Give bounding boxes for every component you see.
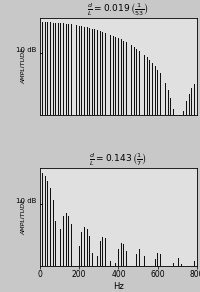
Bar: [160, 74, 161, 115]
Bar: [42, 173, 43, 266]
Bar: [165, 83, 166, 115]
Bar: [66, 213, 67, 266]
Bar: [63, 216, 64, 266]
Bar: [191, 88, 192, 115]
Bar: [87, 27, 88, 115]
Y-axis label: AMPLITUDE: AMPLITUDE: [21, 199, 26, 235]
Bar: [76, 25, 77, 115]
Bar: [126, 42, 127, 115]
Bar: [105, 238, 106, 266]
Bar: [50, 22, 51, 115]
Text: 10 dB: 10 dB: [16, 198, 37, 204]
Bar: [147, 58, 148, 115]
Bar: [68, 24, 69, 115]
Bar: [53, 200, 54, 266]
Bar: [118, 38, 119, 115]
Bar: [181, 264, 182, 266]
Bar: [53, 22, 54, 115]
Bar: [47, 22, 48, 115]
Bar: [118, 248, 119, 266]
Bar: [149, 60, 150, 115]
Bar: [168, 90, 169, 115]
Bar: [136, 254, 137, 266]
Title: $\frac{d}{L} = 0.143\,\left(\frac{1}{7}\right)$: $\frac{d}{L} = 0.143\,\left(\frac{1}{7}\…: [89, 152, 148, 168]
Bar: [97, 30, 98, 115]
Bar: [89, 28, 90, 115]
Bar: [121, 39, 122, 115]
Bar: [123, 244, 124, 266]
Bar: [194, 261, 195, 266]
Bar: [100, 241, 101, 266]
Bar: [71, 224, 72, 266]
Bar: [81, 26, 82, 115]
Bar: [139, 249, 140, 266]
Bar: [60, 23, 61, 115]
Bar: [157, 69, 158, 115]
Bar: [45, 22, 46, 115]
Bar: [105, 33, 106, 115]
Bar: [102, 32, 103, 115]
Bar: [97, 256, 98, 266]
Bar: [194, 84, 195, 115]
Bar: [84, 227, 85, 266]
Bar: [170, 98, 171, 115]
Bar: [160, 254, 161, 266]
Bar: [63, 23, 64, 115]
Bar: [136, 49, 137, 115]
Bar: [126, 251, 127, 266]
Bar: [183, 111, 184, 115]
Bar: [155, 66, 156, 115]
Text: 10 dB: 10 dB: [16, 47, 37, 53]
Bar: [42, 22, 43, 115]
Bar: [55, 221, 56, 266]
Bar: [45, 176, 46, 266]
Bar: [92, 29, 93, 115]
Bar: [113, 36, 114, 115]
Bar: [123, 41, 124, 115]
Bar: [186, 101, 187, 115]
Bar: [115, 263, 116, 266]
Bar: [66, 24, 67, 115]
Title: $\frac{d}{L} = 0.019\,\left(\frac{1}{53}\right)$: $\frac{d}{L} = 0.019\,\left(\frac{1}{53}…: [87, 1, 150, 18]
Bar: [139, 51, 140, 115]
Bar: [110, 261, 111, 266]
Bar: [47, 181, 48, 266]
Bar: [50, 189, 51, 266]
Bar: [68, 216, 69, 266]
Bar: [115, 37, 116, 115]
Bar: [173, 263, 174, 266]
Bar: [55, 23, 56, 115]
Bar: [89, 236, 90, 266]
Bar: [102, 237, 103, 266]
Bar: [60, 229, 61, 266]
Bar: [173, 109, 174, 115]
Bar: [87, 229, 88, 266]
Bar: [71, 25, 72, 115]
Bar: [84, 27, 85, 115]
Bar: [155, 259, 156, 266]
Bar: [79, 26, 80, 115]
Bar: [189, 94, 190, 115]
Bar: [79, 246, 80, 266]
Bar: [94, 29, 95, 115]
Bar: [121, 244, 122, 266]
Bar: [58, 23, 59, 115]
Bar: [157, 253, 158, 266]
Bar: [144, 256, 145, 266]
Bar: [134, 47, 135, 115]
X-axis label: Hz: Hz: [113, 282, 124, 291]
Y-axis label: AMPLITUDE: AMPLITUDE: [21, 48, 26, 84]
Bar: [144, 55, 145, 115]
Bar: [152, 63, 153, 115]
Bar: [100, 31, 101, 115]
Bar: [178, 258, 179, 266]
Bar: [110, 35, 111, 115]
Bar: [81, 232, 82, 266]
Bar: [92, 253, 93, 266]
Bar: [131, 45, 132, 115]
